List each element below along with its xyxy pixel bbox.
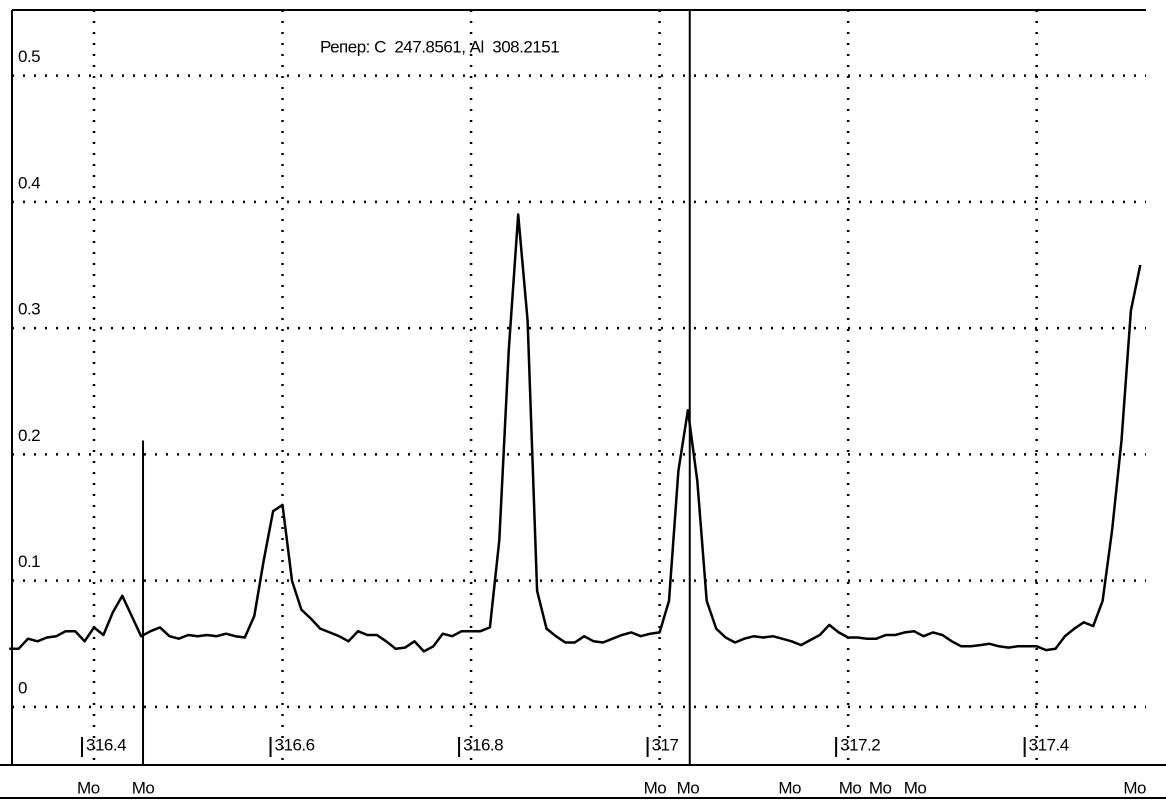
x-tick-label: 317 (652, 735, 679, 754)
y-tick-label: 0.3 (18, 300, 40, 319)
y-tick-label: 0.2 (18, 426, 40, 445)
spectrum-line (9, 213, 1142, 653)
x-tick-label: 316.4 (86, 735, 126, 754)
y-tick-label: 0.5 (18, 47, 40, 66)
x-tick-label: 316.8 (463, 735, 503, 754)
marker-label: Mo (677, 778, 700, 797)
marker-label: Mo (1123, 778, 1146, 797)
marker-label: Mo (869, 778, 892, 797)
y-tick-label: 0.1 (18, 552, 40, 571)
x-tick-label: 316.6 (275, 735, 315, 754)
x-tick-label: 317.4 (1029, 735, 1069, 754)
marker-label: Mo (778, 778, 801, 797)
marker-label: Mo (904, 778, 927, 797)
marker-label: Mo (839, 778, 862, 797)
annotation: Репер: С 247.8561, Al 308.2151 (320, 37, 559, 56)
marker-label: Mo (77, 778, 100, 797)
y-tick-label: 0 (18, 678, 27, 697)
marker-label: Mo (644, 778, 667, 797)
y-tick-label: 0.4 (18, 173, 40, 192)
marker-label: Mo (132, 778, 155, 797)
x-tick-label: 317.2 (840, 735, 880, 754)
